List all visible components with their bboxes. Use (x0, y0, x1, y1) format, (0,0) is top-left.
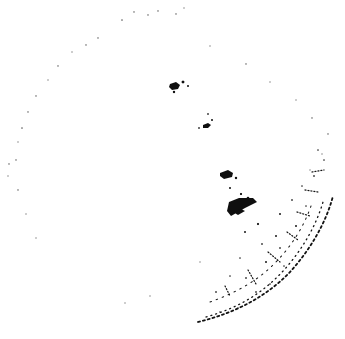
seal-outline-dots (7, 7, 329, 304)
central-ink-marks (169, 80, 257, 216)
seal-speckles (215, 149, 325, 313)
seal-lower-right-arc (197, 169, 334, 323)
